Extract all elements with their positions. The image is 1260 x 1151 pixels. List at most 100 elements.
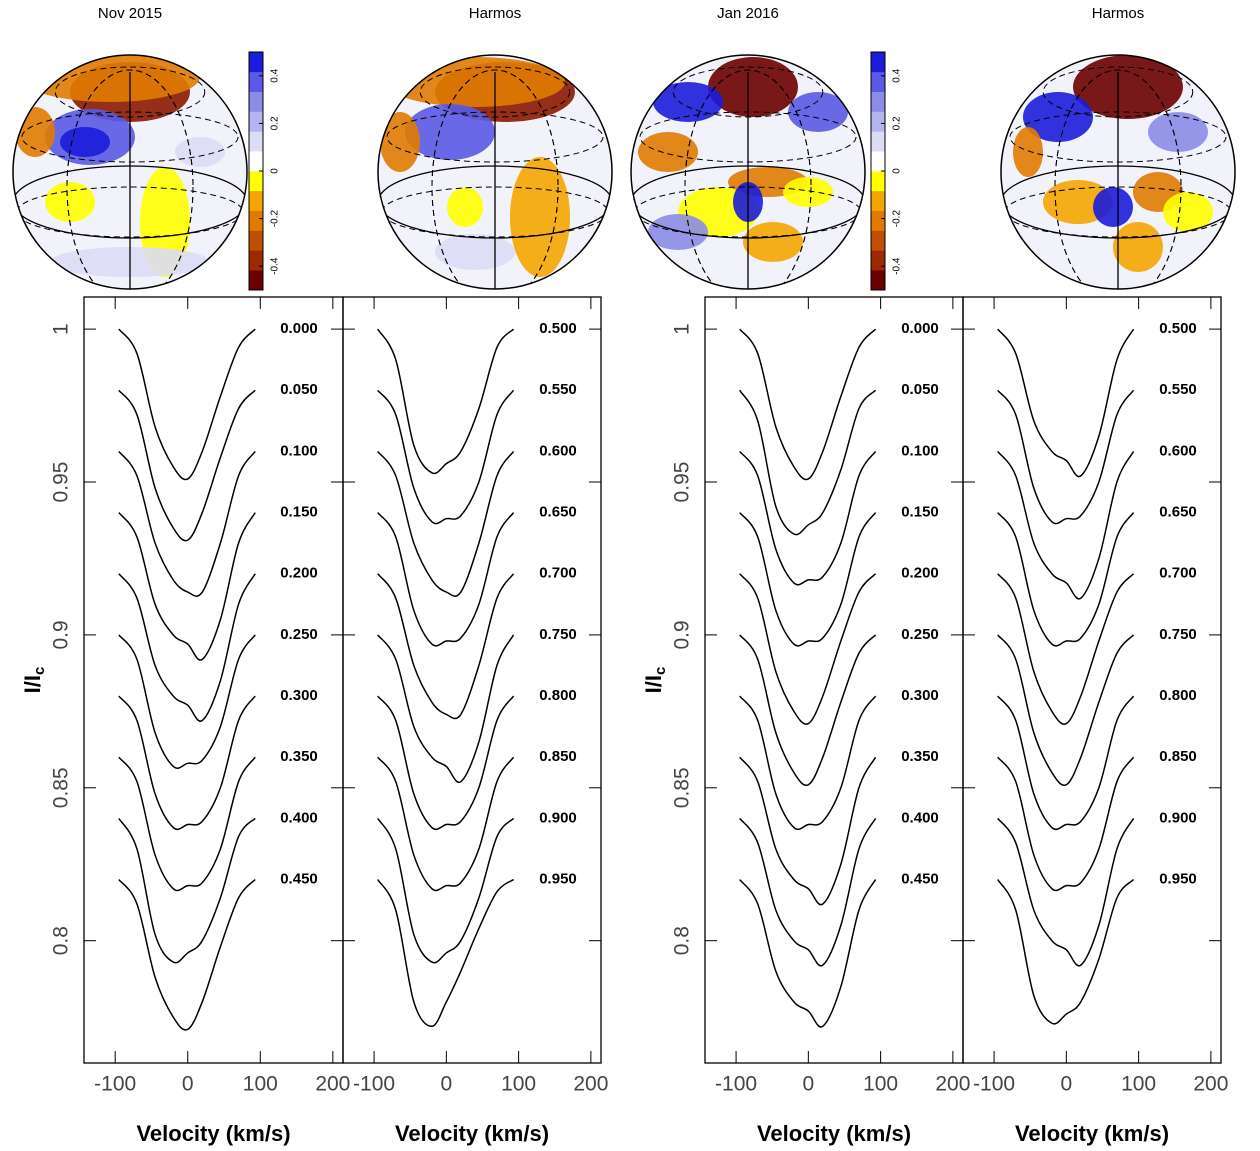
line-profile — [739, 512, 877, 647]
line-profile — [997, 573, 1135, 725]
line-profile — [739, 450, 877, 586]
x-tick-label: 100 — [1121, 1073, 1156, 1096]
phase-label: 0.250 — [280, 626, 318, 643]
colorbar-step — [249, 230, 263, 251]
colorbar-step — [871, 131, 885, 152]
y-axis-label: I/Ic — [641, 667, 669, 694]
spot — [385, 57, 565, 107]
line-profile — [118, 878, 256, 1031]
x-tick-label: 200 — [315, 1073, 350, 1096]
line-profile — [377, 450, 515, 597]
line-profile — [377, 328, 515, 475]
x-tick-label: 100 — [243, 1073, 278, 1096]
colorbar-step — [871, 151, 885, 172]
line-profile — [739, 328, 877, 481]
line-profile — [377, 878, 514, 1028]
phase-label: 0.400 — [901, 809, 939, 826]
phase-label: 0.850 — [1159, 748, 1197, 765]
x-tick-label: 200 — [573, 1073, 608, 1096]
colorbar-tick-label: 0.2 — [892, 116, 903, 130]
spot — [380, 112, 420, 172]
line-profile — [997, 756, 1135, 892]
phase-label: 0.050 — [280, 381, 318, 398]
y-tick-label: 0.85 — [50, 767, 73, 808]
line-profile — [997, 389, 1135, 525]
surface-map — [631, 55, 865, 289]
meridian — [684, 69, 812, 289]
y-tick-label: 0.9 — [671, 620, 694, 649]
y-tick-label: 0.85 — [671, 767, 694, 808]
y-tick-label: 0.95 — [50, 462, 73, 503]
spot — [1073, 55, 1183, 119]
spot — [788, 92, 848, 132]
phase-label: 0.850 — [539, 748, 577, 765]
phase-label: 0.800 — [539, 687, 577, 704]
sphere-outline — [377, 54, 613, 290]
spot — [175, 137, 225, 167]
line-profile — [377, 695, 515, 831]
line-profile — [739, 879, 877, 1028]
spot — [45, 182, 95, 222]
line-profile — [739, 634, 877, 787]
spot — [783, 177, 833, 207]
phase-label: 0.500 — [1159, 320, 1197, 337]
phase-label: 0.600 — [1159, 442, 1197, 459]
colorbar-step — [871, 270, 885, 291]
phase-label: 0.550 — [1159, 381, 1197, 398]
line-profile — [118, 573, 256, 722]
phase-label: 0.100 — [901, 442, 939, 459]
phase-label: 0.200 — [280, 565, 318, 582]
colorbar-step — [871, 71, 885, 92]
phase-label: 0.100 — [280, 442, 318, 459]
colorbar-tick-label: -0.2 — [270, 210, 281, 228]
x-tick-label: 0 — [1061, 1073, 1073, 1096]
plot-frame — [83, 296, 344, 1064]
phase-label: 0.250 — [901, 626, 939, 643]
colorbar-step — [871, 111, 885, 132]
spot — [447, 187, 483, 227]
phase-label: 0.800 — [1159, 687, 1197, 704]
line-profile — [118, 512, 256, 661]
plot-frame — [342, 296, 602, 1064]
x-tick-label: -100 — [94, 1073, 136, 1096]
line-profile — [118, 756, 256, 892]
x-tick-label: 0 — [803, 1073, 815, 1096]
line-profile — [377, 634, 515, 784]
colorbar-tick-label: 0.4 — [892, 68, 903, 82]
x-axis-label: Velocity (km/s) — [395, 1121, 549, 1146]
spot — [1113, 222, 1163, 272]
line-profile — [118, 328, 256, 481]
phase-label: 0.900 — [539, 809, 577, 826]
colorbar-tick-label: -0.2 — [892, 210, 903, 228]
sphere-outline — [630, 54, 866, 290]
line-profile — [997, 328, 1135, 478]
line-profile — [997, 634, 1135, 787]
y-tick-label: 0.95 — [671, 462, 694, 503]
spot — [20, 55, 200, 102]
y-tick-label: 1 — [671, 323, 694, 335]
line-profile — [377, 573, 515, 720]
phase-label: 0.150 — [901, 504, 939, 521]
y-tick-label: 1 — [50, 323, 73, 335]
y-axis-label-main: I/I — [20, 675, 45, 693]
spot — [743, 222, 803, 262]
x-tick-label: 0 — [441, 1073, 453, 1096]
panel-title: Jan 2016 — [717, 5, 779, 22]
meridian — [431, 69, 559, 289]
phase-label: 0.700 — [1159, 565, 1197, 582]
x-tick-label: 200 — [1193, 1073, 1228, 1096]
meridian — [1054, 69, 1182, 289]
phase-label: 0.950 — [539, 870, 577, 887]
phase-label: 0.300 — [901, 687, 939, 704]
line-profile — [118, 817, 256, 964]
line-profile — [377, 512, 515, 647]
x-tick-label: -100 — [715, 1073, 757, 1096]
line-profile — [118, 389, 256, 542]
colorbar-tick-label: -0.4 — [892, 257, 903, 275]
sphere-outline — [12, 54, 248, 290]
phase-label: 0.400 — [280, 809, 318, 826]
line-profile — [997, 512, 1135, 647]
spot — [1163, 192, 1213, 232]
plot-frame — [962, 296, 1222, 1064]
colorbar-step — [249, 111, 263, 132]
